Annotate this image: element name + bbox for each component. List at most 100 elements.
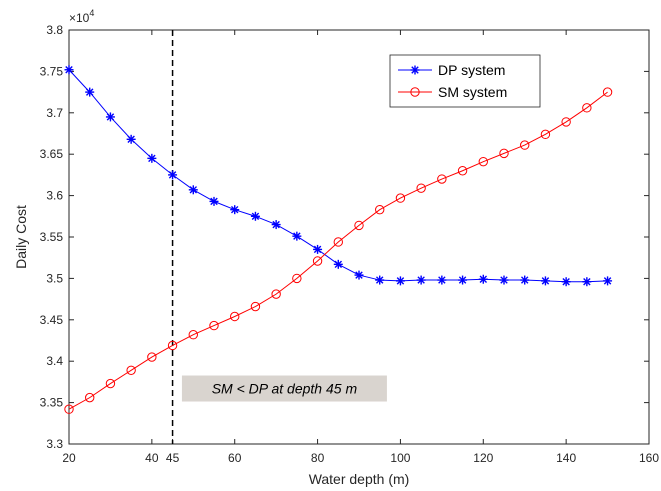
asterisk-stroke xyxy=(355,271,363,279)
legend-label: SM system xyxy=(438,84,507,100)
asterisk-stroke xyxy=(375,276,384,284)
data-point xyxy=(250,301,261,312)
annotation-text: SM < DP at depth 45 m xyxy=(212,381,358,397)
asterisk-stroke xyxy=(189,186,198,194)
data-point xyxy=(520,140,530,150)
data-point xyxy=(499,148,509,159)
series-line xyxy=(68,91,608,410)
data-point xyxy=(126,134,136,144)
data-point xyxy=(167,340,178,351)
data-point xyxy=(582,277,592,287)
y-tick-label: 3.75 xyxy=(40,64,64,78)
data-point xyxy=(105,112,115,122)
data-point xyxy=(147,352,157,362)
data-point xyxy=(333,237,343,247)
asterisk-stroke xyxy=(230,205,239,214)
asterisk-stroke xyxy=(106,113,115,121)
x-tick-label: 140 xyxy=(556,451,576,465)
data-point xyxy=(561,277,571,287)
data-point xyxy=(437,174,447,184)
asterisk-stroke xyxy=(417,276,425,284)
data-point xyxy=(561,117,571,127)
legend-entry: DP system xyxy=(398,62,505,78)
data-point xyxy=(437,275,447,285)
data-point xyxy=(416,183,426,193)
series-sm-system xyxy=(64,87,613,414)
asterisk-stroke xyxy=(272,220,280,229)
data-point xyxy=(188,330,198,340)
data-point xyxy=(271,289,281,299)
data-point xyxy=(250,211,260,221)
legend-box xyxy=(389,54,541,108)
x-axis-label: Water depth (m) xyxy=(309,471,410,487)
data-point xyxy=(540,276,550,286)
data-point xyxy=(147,153,157,163)
data-point xyxy=(126,365,136,376)
data-point xyxy=(395,193,406,203)
asterisk-stroke xyxy=(251,212,260,221)
asterisk-stroke xyxy=(603,277,612,285)
data-point xyxy=(105,378,116,389)
y-tick-label: 3.35 xyxy=(40,396,64,410)
data-point xyxy=(457,166,468,176)
data-point xyxy=(602,87,613,97)
asterisk-stroke xyxy=(334,260,343,269)
legend-marker xyxy=(410,65,420,75)
asterisk-stroke xyxy=(479,275,488,283)
data-point xyxy=(375,204,385,215)
y-tick-label: 3.8 xyxy=(46,23,63,37)
asterisk-stroke xyxy=(438,276,446,284)
y-tick-label: 3.65 xyxy=(40,147,64,161)
asterisk-stroke xyxy=(293,232,301,240)
data-point xyxy=(209,320,219,331)
y-tick-label: 3.5 xyxy=(46,271,63,285)
data-point xyxy=(64,404,74,414)
data-point xyxy=(85,87,95,97)
x-tick-label: 80 xyxy=(311,451,325,465)
legend-entry: SM system xyxy=(398,84,507,100)
data-point xyxy=(478,274,488,284)
data-point xyxy=(230,205,240,215)
y-tick-label: 3.45 xyxy=(40,313,64,327)
x-tick-label: 40 xyxy=(145,451,159,465)
data-point xyxy=(271,220,281,230)
asterisk-stroke xyxy=(458,276,467,284)
x-tick-label: 160 xyxy=(639,451,659,465)
data-point xyxy=(375,275,385,285)
data-point xyxy=(209,196,219,206)
y-tick-label: 3.3 xyxy=(46,437,63,451)
data-point xyxy=(292,231,302,241)
y-axis-exponent: ×104 xyxy=(69,8,94,25)
asterisk-stroke xyxy=(562,277,570,286)
asterisk-stroke xyxy=(411,66,419,74)
legend-label: DP system xyxy=(438,62,505,78)
data-point xyxy=(333,259,343,269)
x-tick-label: 20 xyxy=(62,451,76,465)
data-point xyxy=(64,65,74,75)
asterisk-stroke xyxy=(520,276,529,284)
data-point xyxy=(354,220,364,231)
data-point xyxy=(85,392,95,403)
data-point xyxy=(312,256,323,266)
annotation-box xyxy=(181,375,387,402)
y-tick-label: 3.6 xyxy=(46,189,63,203)
asterisk-stroke xyxy=(168,171,177,179)
legend-marker xyxy=(410,87,420,97)
y-tick-label: 3.4 xyxy=(46,354,63,368)
y-axis-label: Daily Cost xyxy=(13,205,29,269)
asterisk-stroke xyxy=(396,277,405,285)
data-point xyxy=(354,270,364,280)
x-tick-label: 120 xyxy=(473,451,493,465)
data-point xyxy=(540,129,551,140)
asterisk-stroke xyxy=(541,277,550,285)
asterisk-stroke xyxy=(148,154,156,163)
data-point xyxy=(499,275,509,285)
data-point xyxy=(458,275,468,285)
asterisk-stroke xyxy=(500,276,508,284)
series-dp-system xyxy=(64,65,613,287)
asterisk-stroke xyxy=(65,66,73,74)
data-point xyxy=(292,273,302,284)
data-point xyxy=(416,275,426,285)
x-tick-label: 45 xyxy=(166,451,180,465)
